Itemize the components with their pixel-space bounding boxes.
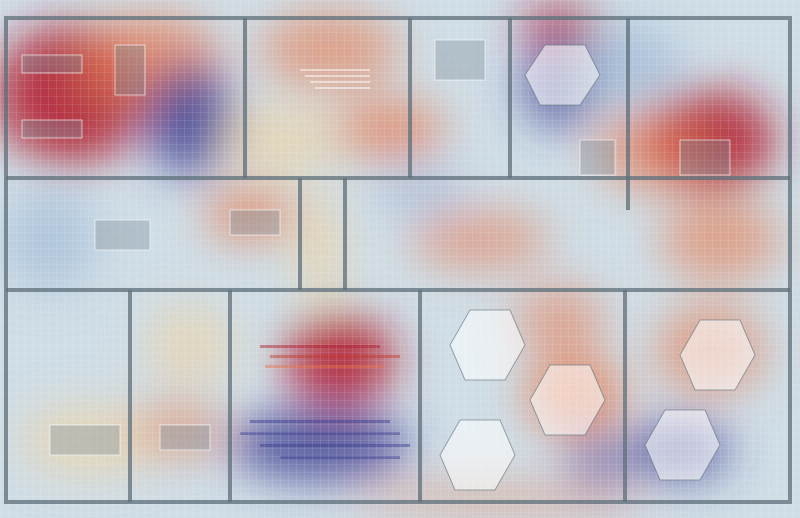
desk bbox=[679, 139, 731, 176]
desk bbox=[434, 39, 486, 81]
desk bbox=[159, 424, 211, 451]
walls bbox=[4, 16, 792, 504]
desk bbox=[21, 54, 83, 74]
desk bbox=[21, 119, 83, 139]
desk bbox=[94, 219, 151, 251]
staircase bbox=[300, 69, 370, 89]
desk-pod bbox=[529, 364, 606, 436]
desk-pod bbox=[524, 44, 601, 106]
outer-wall bbox=[4, 16, 792, 504]
desk bbox=[114, 44, 146, 96]
furniture bbox=[21, 39, 731, 456]
desk bbox=[229, 209, 281, 236]
desk-pods bbox=[439, 44, 756, 491]
desk-pod bbox=[644, 409, 721, 481]
desk-pod bbox=[449, 309, 526, 381]
desk bbox=[579, 139, 616, 176]
desk-pod bbox=[439, 419, 516, 491]
desk bbox=[49, 424, 121, 456]
desk-pod bbox=[679, 319, 756, 391]
